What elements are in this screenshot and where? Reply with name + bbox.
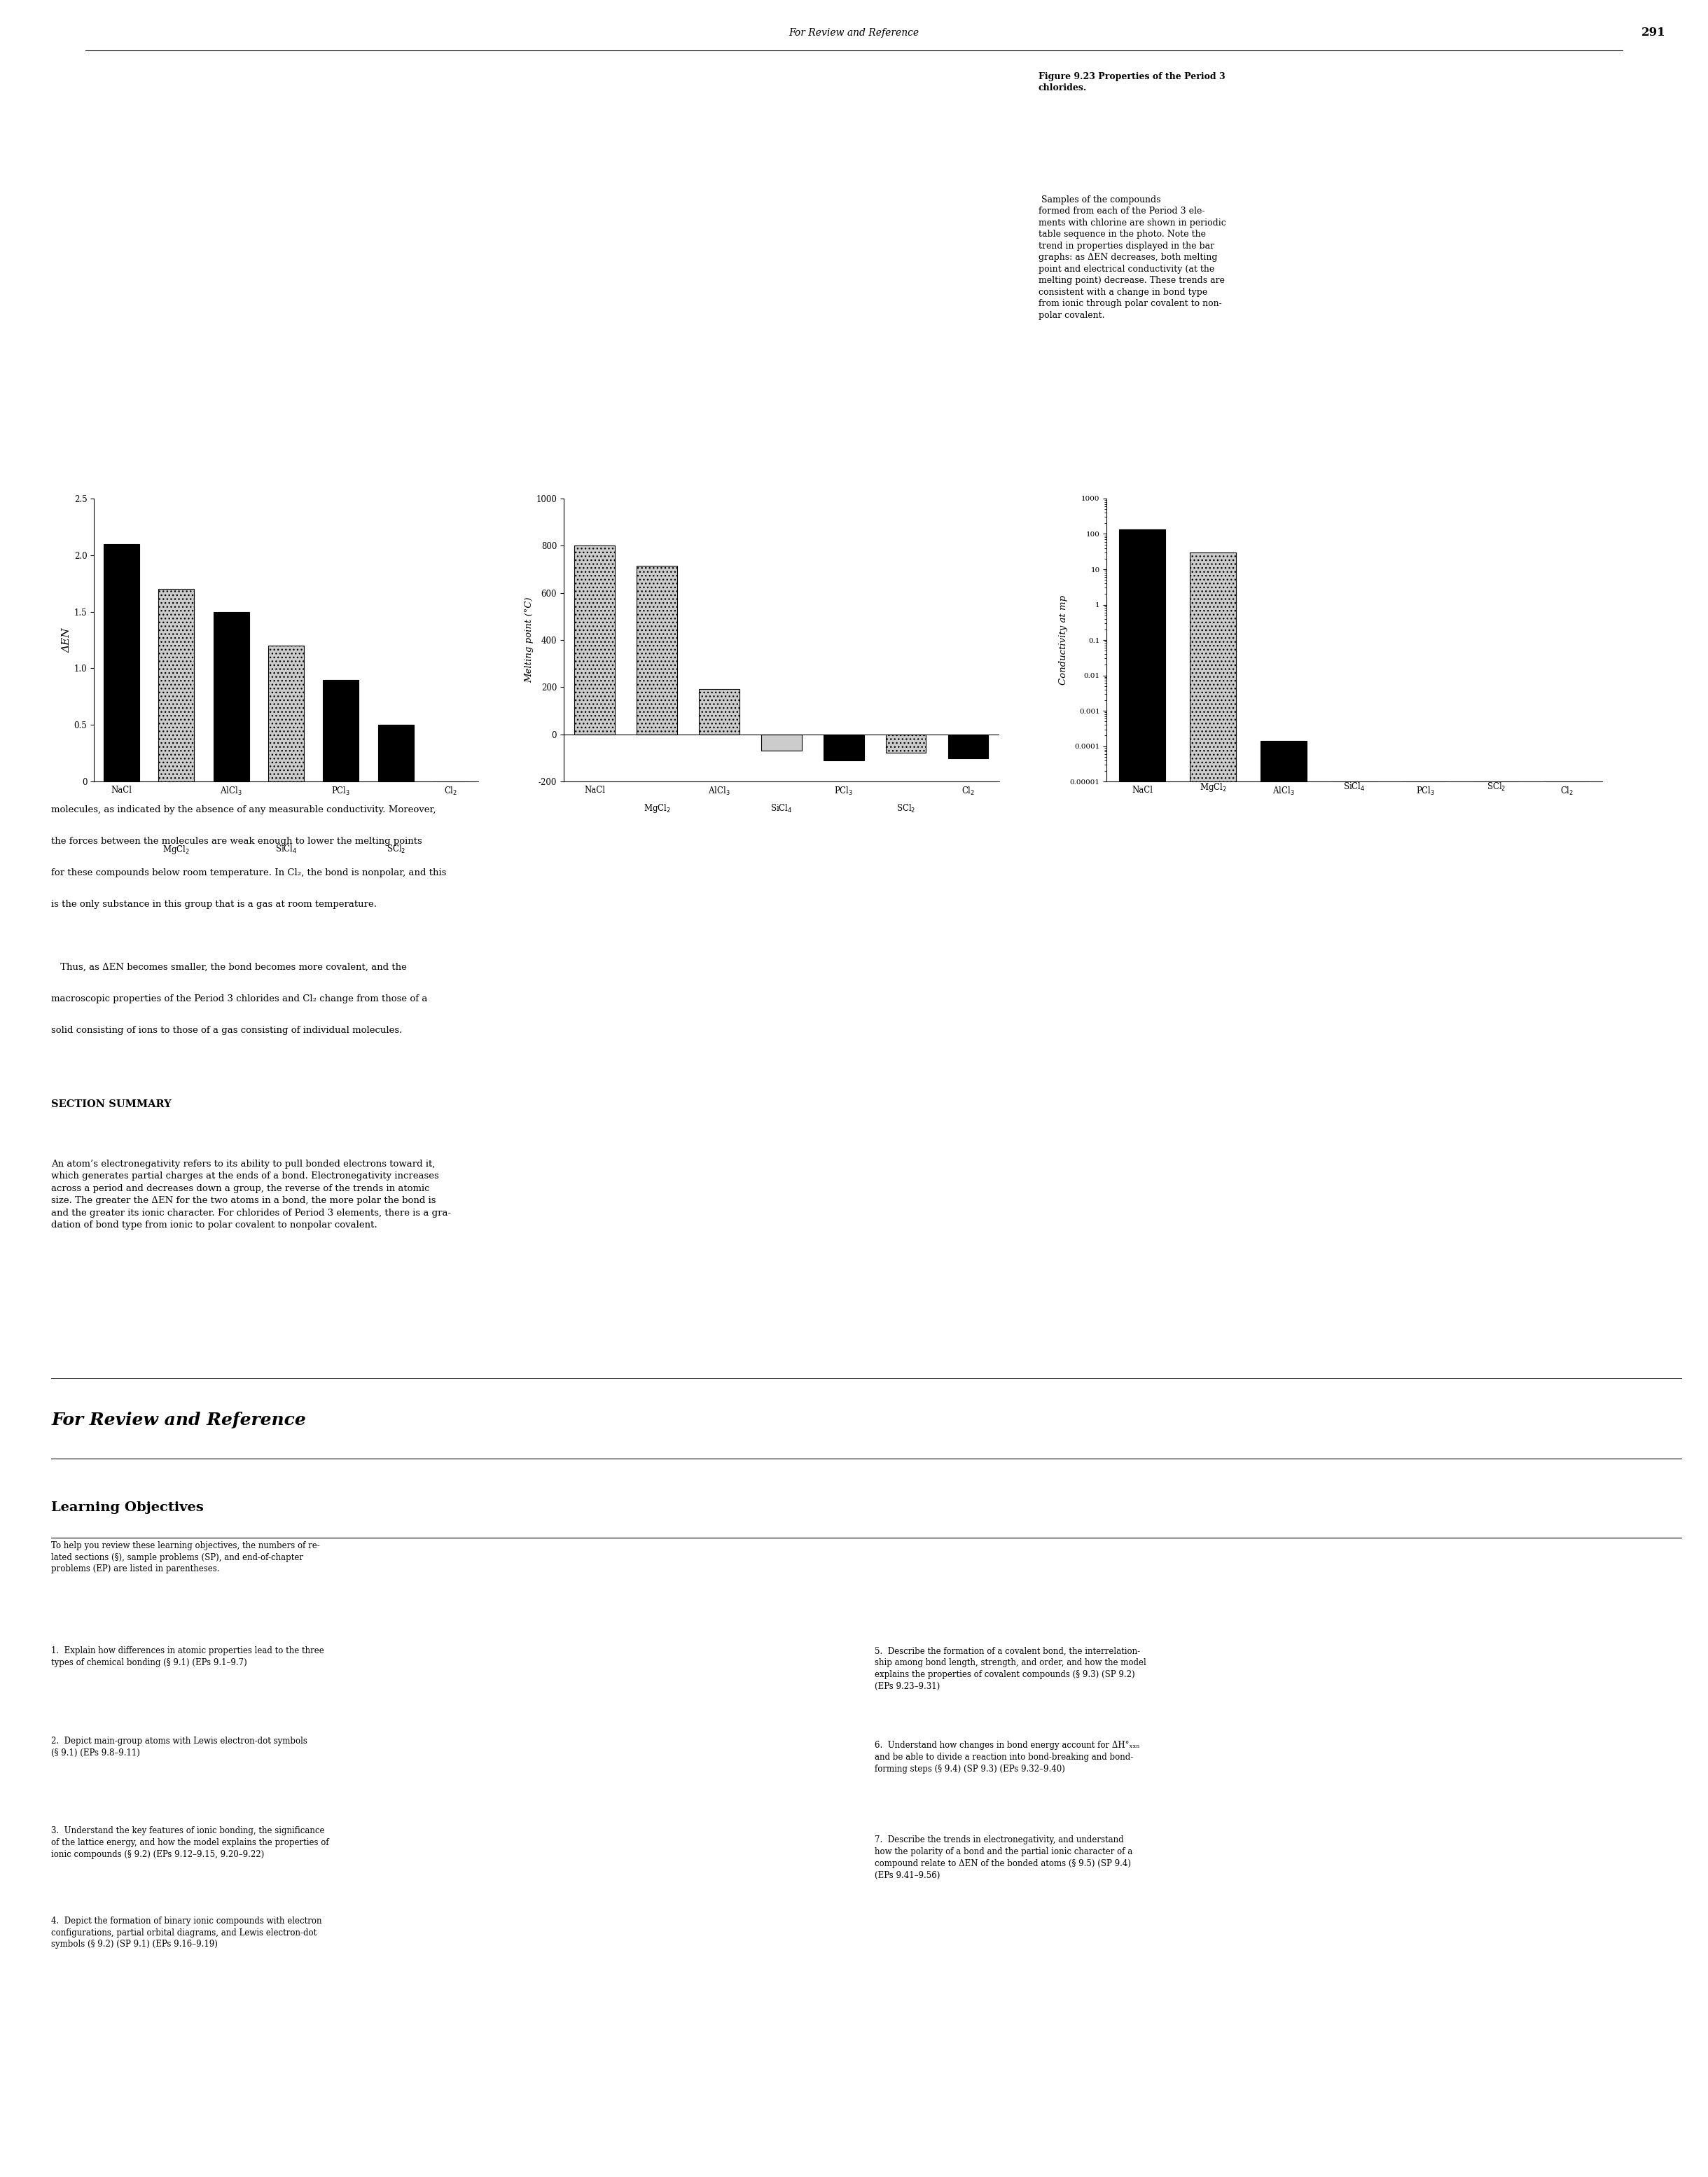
Text: SCl$_2$: SCl$_2$ (386, 845, 405, 856)
Bar (762, 734, 801, 751)
Text: Thus, as ΔEN becomes smaller, the bond becomes more covalent, and the: Thus, as ΔEN becomes smaller, the bond b… (51, 962, 407, 971)
Text: for these compounds below room temperature. In Cl₂, the bond is nonpolar, and th: for these compounds below room temperatu… (51, 869, 446, 877)
Bar (1261, 740, 1307, 2177)
Text: An atom’s electronegativity refers to its ability to pull bonded electrons towar: An atom’s electronegativity refers to it… (51, 1158, 451, 1230)
Text: 3.  Understand the key features of ionic bonding, the significance
of the lattic: 3. Understand the key features of ionic … (51, 1827, 330, 1859)
Bar (823, 734, 864, 760)
Text: To help you review these learning objectives, the numbers of re-
lated sections : To help you review these learning object… (51, 1541, 319, 1574)
Text: the forces between the molecules are weak enough to lower the melting points: the forces between the molecules are wea… (51, 836, 422, 847)
Text: 2.  Depict main-group atoms with Lewis electron-dot symbols
(§ 9.1) (EPs 9.8–9.1: 2. Depict main-group atoms with Lewis el… (51, 1737, 307, 1757)
Bar (948, 734, 989, 758)
Text: MgCl$_2$: MgCl$_2$ (162, 845, 190, 856)
Text: Cl$_2$: Cl$_2$ (904, 176, 917, 187)
Text: SiCl$_4$: SiCl$_4$ (275, 845, 297, 856)
Y-axis label: Melting point (°C): Melting point (°C) (524, 596, 535, 684)
Text: Figure 9.23 Properties of the Period 3
chlorides.: Figure 9.23 Properties of the Period 3 c… (1038, 72, 1225, 91)
Bar (1190, 553, 1237, 2177)
Text: Learning Objectives: Learning Objectives (51, 1502, 203, 1513)
Text: solid consisting of ions to those of a gas consisting of individual molecules.: solid consisting of ions to those of a g… (51, 1025, 403, 1034)
Text: 4.  Depict the formation of binary ionic compounds with electron
configurations,: 4. Depict the formation of binary ionic … (51, 1916, 321, 1948)
Text: SiCl$_4$: SiCl$_4$ (480, 157, 502, 170)
Text: NaCl: NaCl (113, 196, 135, 205)
Text: is the only substance in this group that is a gas at room temperature.: is the only substance in this group that… (51, 899, 377, 910)
Bar (1544, 782, 1590, 2177)
Text: SiCl$_4$: SiCl$_4$ (770, 803, 793, 814)
Text: SECTION SUMMARY: SECTION SUMMARY (51, 1099, 171, 1110)
Text: MgCl$_2$: MgCl$_2$ (220, 226, 248, 237)
Text: 5.  Describe the formation of a covalent bond, the interrelation-
ship among bon: 5. Describe the formation of a covalent … (874, 1646, 1146, 1692)
Bar (377, 725, 413, 782)
Text: 6.  Understand how changes in bond energy account for ΔH°ₓₓₙ
and be able to divi: 6. Understand how changes in bond energy… (874, 1742, 1139, 1774)
Text: 1.  Explain how differences in atomic properties lead to the three
types of chem: 1. Explain how differences in atomic pro… (51, 1646, 325, 1668)
Bar (104, 544, 140, 782)
Text: 7.  Describe the trends in electronegativity, and understand
how the polarity of: 7. Describe the trends in electronegativ… (874, 1835, 1132, 1879)
Bar (213, 612, 249, 782)
Bar (886, 734, 926, 753)
Text: MgCl$_2$: MgCl$_2$ (1199, 782, 1226, 792)
Text: Samples of the compounds
formed from each of the Period 3 ele-
ments with chlori: Samples of the compounds formed from eac… (1038, 196, 1226, 320)
Bar (1332, 782, 1377, 2177)
Bar (1119, 529, 1165, 2177)
Text: SiCl$_4$: SiCl$_4$ (1344, 782, 1365, 792)
Text: macroscopic properties of the Period 3 chlorides and Cl₂ change from those of a: macroscopic properties of the Period 3 c… (51, 995, 427, 1004)
Text: MgCl$_2$: MgCl$_2$ (644, 803, 671, 814)
Bar (159, 590, 195, 782)
Text: For Review and Reference: For Review and Reference (789, 28, 919, 37)
Text: 291: 291 (1641, 26, 1665, 39)
Text: molecules, as indicated by the absence of any measurable conductivity. Moreover,: molecules, as indicated by the absence o… (51, 805, 436, 814)
Bar (268, 647, 304, 782)
Y-axis label: Conductivity at mp: Conductivity at mp (1059, 594, 1068, 686)
Bar (637, 566, 676, 734)
Text: SCl$_2$: SCl$_2$ (897, 803, 915, 814)
Text: For Review and Reference: For Review and Reference (51, 1411, 306, 1428)
Text: SCl$_2$: SCl$_2$ (1486, 782, 1505, 792)
Y-axis label: ΔEN: ΔEN (61, 627, 72, 653)
Text: PCl$_3$: PCl$_3$ (603, 176, 623, 187)
Bar (574, 546, 615, 734)
Bar (323, 679, 359, 782)
Bar (1472, 782, 1518, 2177)
Text: SCl$_2$: SCl$_2$ (752, 202, 770, 216)
Bar (699, 690, 740, 734)
Bar (1402, 782, 1448, 2177)
Text: AlCl$_3$: AlCl$_3$ (343, 209, 367, 220)
